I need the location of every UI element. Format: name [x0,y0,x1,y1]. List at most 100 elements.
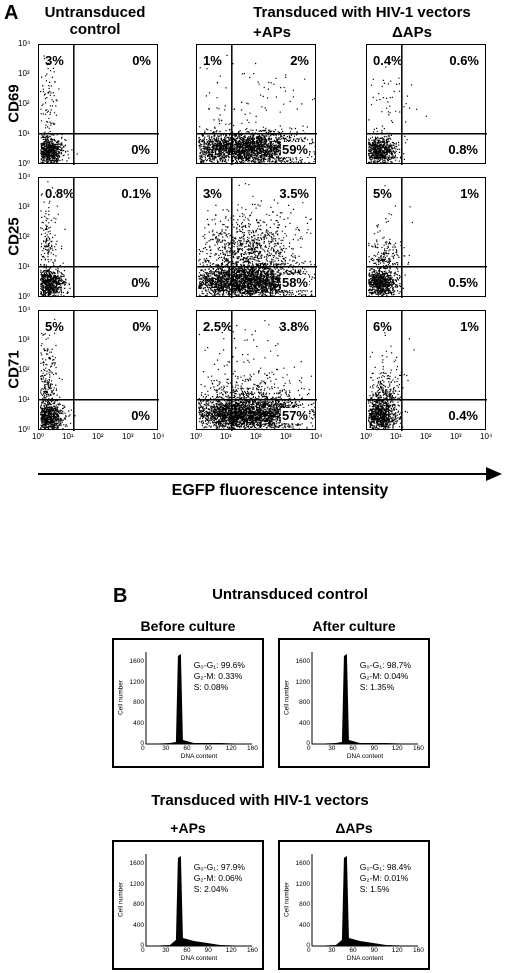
scatter-plot-cd25-2: 5% 1% 0.5% [366,177,487,298]
histogram-x-tick: 160 [413,947,424,954]
y-tick-label: 10⁴ [18,172,31,181]
histogram-y-tick: 0 [140,942,144,949]
scatter-plot-cd69-0: 3% 0% 0% [38,44,159,165]
scatter-plot-cd71-2: 6% 1% 0.4% [366,310,487,431]
quadrant-lr-percent: 0.8% [447,142,479,157]
histogram-y-tick: 400 [299,719,310,727]
histogram-y-tick: 1600 [129,658,144,665]
y-tick-label: 10² [18,99,30,108]
quadrant-ul-percent: 3% [203,186,222,201]
y-tick-label: 10² [18,232,30,241]
histogram-title: Before culture [140,618,236,634]
histogram-y-tick: 1600 [295,658,310,665]
y-tick-label: 10³ [18,202,30,211]
quadrant-lr-percent: 0% [130,275,151,290]
histogram-y-tick: 800 [299,901,310,908]
header-plus-aps: +APs [253,24,291,41]
cell-cycle-stat-line: G₂-M: 0.04% [359,671,409,681]
y-tick-label: 10⁰ [18,292,31,301]
histogram-panel: G₀-G₁: 97.9% G₂-M: 0.06% S: 2.04% Cell numb… [112,840,264,970]
quadrant-lr-percent: 0% [130,142,151,157]
histogram-y-tick: 0 [306,942,310,949]
x-axis-label: EGFP fluorescence intensity [171,482,389,499]
quadrant-lr-percent: 59% [280,142,309,157]
header-transduced: Transduced with HIV-1 vectors [253,4,471,21]
scatter-dots [39,178,159,298]
histogram-x-label: DNA content [346,955,384,962]
histogram-y-tick: 1600 [295,860,310,867]
panel-a-letter: A [4,2,19,24]
histogram-plot [311,652,418,745]
quadrant-ur-percent: 0.6% [449,53,479,68]
histogram-x-tick: 30 [162,745,170,752]
histogram-x-tick: 160 [247,947,258,954]
histogram-x-label: DNA content [180,955,218,962]
histogram-x-tick: 90 [370,947,378,954]
histogram-y-tick: 400 [299,921,310,929]
histogram-x-tick: 90 [204,947,212,954]
cell-cycle-stat-line: S: 2.04% [193,884,229,894]
histogram-panel: G₀-G₁: 99.6% G₂-M: 0.33% S: 0.08% Cell numb… [112,638,264,768]
histogram-x-tick: 30 [328,745,336,752]
histogram-plot [145,854,252,947]
cell-cycle-stats: G₀-G₁: 99.6% G₂-M: 0.33% S: 0.08% [194,660,245,693]
quadrant-ul-percent: 6% [373,319,392,334]
scatter-plot-cd25-1: 3% 3.5% 58% [196,177,317,298]
quadrant-lr-percent: 0.5% [447,275,479,290]
x-tick-label: 10¹ [390,432,402,441]
histogram-x-tick: 120 [391,947,403,954]
scatter-plot-cd71-1: 2.5% 3.8% 57% [196,310,317,431]
histogram-x-tick: 60 [183,745,191,752]
histogram-panel: G₀-G₁: 98.4% G₂-M: 0.01% S: 1.5% Cell numbe… [278,840,430,970]
histogram-x-tick: 60 [349,947,357,954]
histogram-title: After culture [312,618,396,634]
histogram-x-tick: 120 [391,745,403,752]
quadrant-ur-percent: 0.1% [121,186,151,201]
histogram-x-tick: 0 [307,947,311,954]
scatter-dots [197,45,317,165]
cell-cycle-stat-line: G₂-M: 0.06% [193,873,243,883]
histogram-x-label: DNA content [346,753,384,760]
quadrant-ur-percent: 1% [460,186,479,201]
panel-b-letter: B [113,585,128,607]
y-tick-label: 10³ [18,335,30,344]
quadrant-lr-percent: 0.4% [447,408,479,423]
histogram-panel: G₀-G₁: 98.7% G₂-M: 0.04% S: 1.35% Cell numb… [278,638,430,768]
scatter-dots [197,311,317,431]
x-tick-label: 10⁰ [32,432,45,441]
x-tick-label: 10⁰ [190,432,203,441]
histogram-x-tick: 160 [413,745,424,752]
histogram-title: ΔAPs [335,820,373,836]
quadrant-ur-percent: 0% [132,319,151,334]
histogram-y-tick: 1600 [129,860,144,867]
histogram-x-tick: 30 [328,947,336,954]
scatter-dots [367,311,487,431]
histogram-x-tick: 90 [370,745,378,752]
quadrant-ul-percent: 3% [45,53,64,68]
histogram-x-tick: 120 [225,745,237,752]
header-untransduced-line1: Untransduced [44,4,146,21]
cell-cycle-stat-line: S: 0.08% [193,682,229,692]
y-tick-label: 10⁰ [18,425,31,434]
histogram-x-tick: 30 [162,947,170,954]
cell-cycle-stat-line: G₂-M: 0.33% [193,671,243,681]
x-tick-label: 10¹ [220,432,232,441]
histogram-plot [311,854,418,947]
histogram-x-tick: 0 [307,745,311,752]
histogram-x-tick: 60 [183,947,191,954]
histogram-plot [145,652,252,745]
scatter-plot-cd25-0: 0.8% 0.1% 0% [38,177,159,298]
x-tick-label: 10⁴ [310,432,323,441]
histogram-x-tick: 60 [349,745,357,752]
x-tick-label: 10³ [450,432,462,441]
quadrant-ur-percent: 3.8% [279,319,309,334]
y-tick-label: 10¹ [18,262,30,271]
histogram-x-tick: 90 [204,745,212,752]
quadrant-ul-percent: 2.5% [203,319,233,334]
x-tick-label: 10⁰ [360,432,373,441]
x-tick-label: 10² [250,432,262,441]
x-tick-label: 10¹ [62,432,74,441]
x-tick-label: 10³ [122,432,134,441]
quadrant-ur-percent: 1% [460,319,479,334]
